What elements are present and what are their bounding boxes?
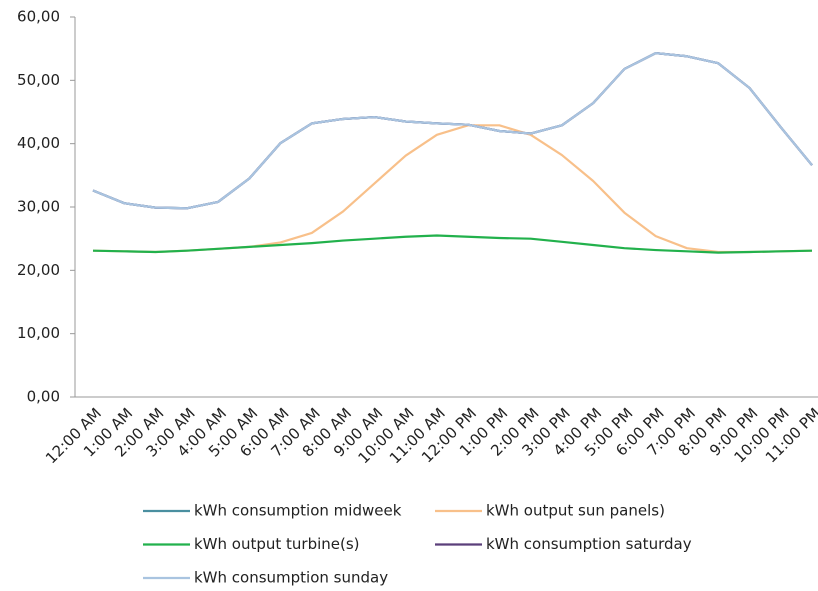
legend-label: kWh consumption midweek	[194, 502, 402, 520]
y-tick-label: 40,00	[17, 134, 60, 152]
y-tick-label: 10,00	[17, 324, 60, 342]
legend-label: kWh output sun panels)	[486, 502, 665, 520]
legend-label: kWh consumption sunday	[194, 569, 388, 587]
series-line	[92, 51, 813, 210]
legend-label: kWh consumption saturday	[486, 535, 692, 553]
legend-label: kWh output turbine(s)	[194, 535, 360, 553]
series-line	[92, 234, 813, 254]
y-tick-label: 0,00	[27, 388, 60, 406]
y-tick-label: 60,00	[17, 8, 60, 26]
y-tick-label: 30,00	[17, 198, 60, 216]
y-tick-label: 20,00	[17, 261, 60, 279]
y-tick-label: 50,00	[17, 71, 60, 89]
series-line	[92, 124, 813, 254]
